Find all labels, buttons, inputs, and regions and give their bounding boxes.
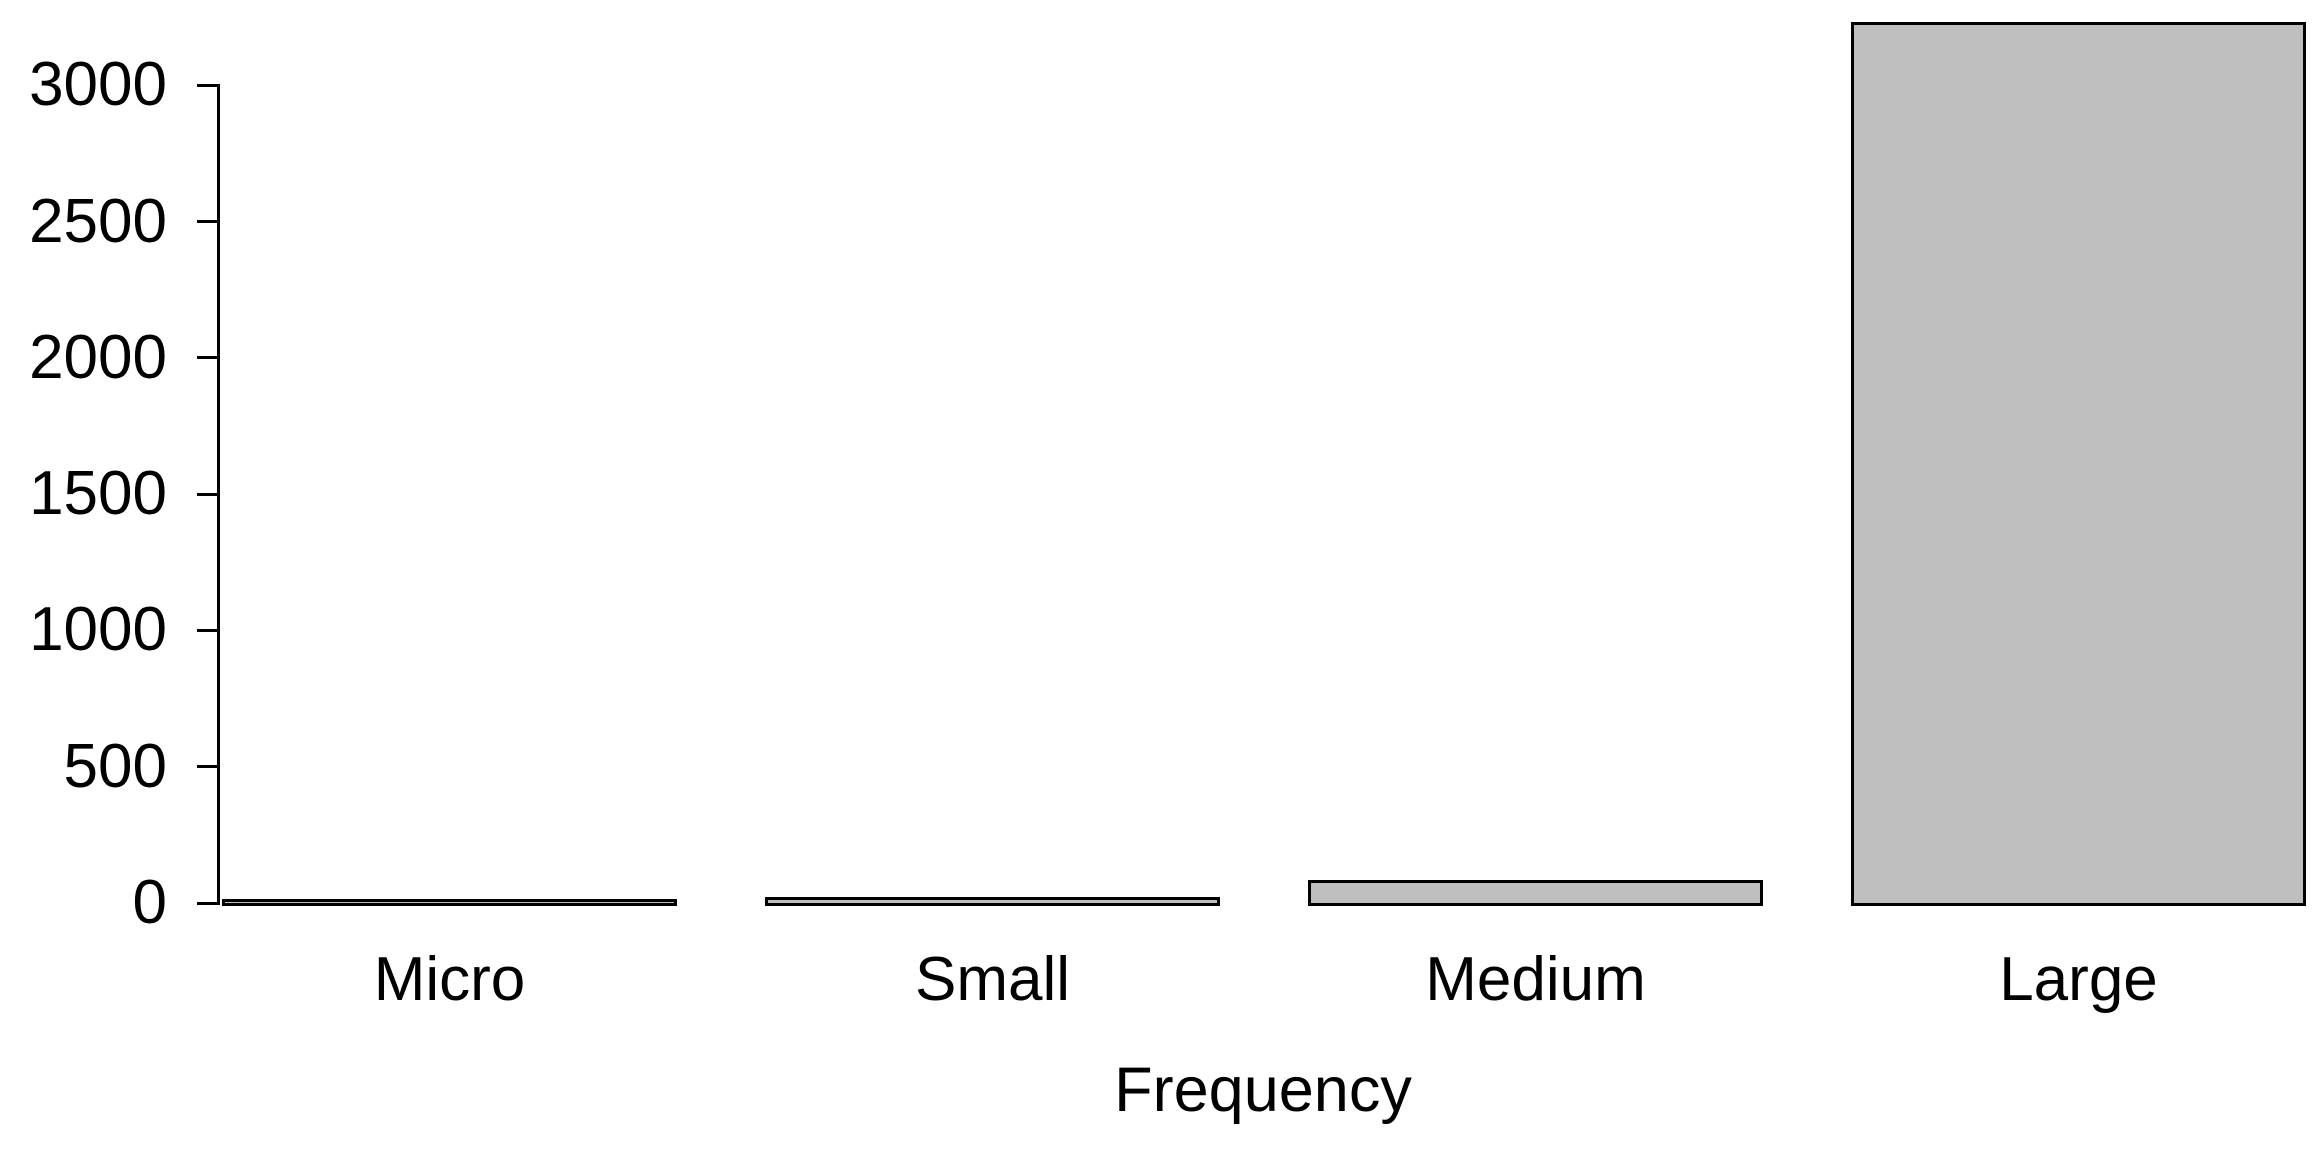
y-axis-tick-label: 0	[132, 868, 167, 937]
y-axis-tick-label: 1500	[29, 459, 167, 529]
y-axis-tick	[197, 901, 220, 905]
x-axis-category-label: Micro	[373, 945, 526, 1014]
bar-large	[1851, 22, 2306, 906]
y-axis-tick	[197, 628, 220, 632]
y-axis-tick	[197, 220, 220, 224]
x-axis-category-label: Large	[1999, 945, 2158, 1014]
y-axis-tick-label: 2500	[29, 186, 167, 256]
y-axis-tick	[197, 356, 220, 360]
x-axis-category-label: Medium	[1425, 945, 1646, 1014]
y-axis-tick-label: 1000	[29, 595, 167, 665]
bar-small	[765, 897, 1220, 906]
y-axis-tick-label: 2000	[29, 322, 167, 392]
y-axis-tick-label: 3000	[29, 50, 167, 120]
x-axis-title: Frequency	[1114, 1055, 1412, 1125]
x-axis-category-label: Small	[914, 945, 1071, 1014]
y-axis-tick	[197, 492, 220, 496]
bar-medium	[1308, 879, 1763, 906]
y-axis-tick-label: 500	[63, 731, 167, 801]
bar-micro	[222, 899, 677, 906]
y-axis-tick	[197, 765, 220, 769]
y-axis-tick	[197, 83, 220, 87]
